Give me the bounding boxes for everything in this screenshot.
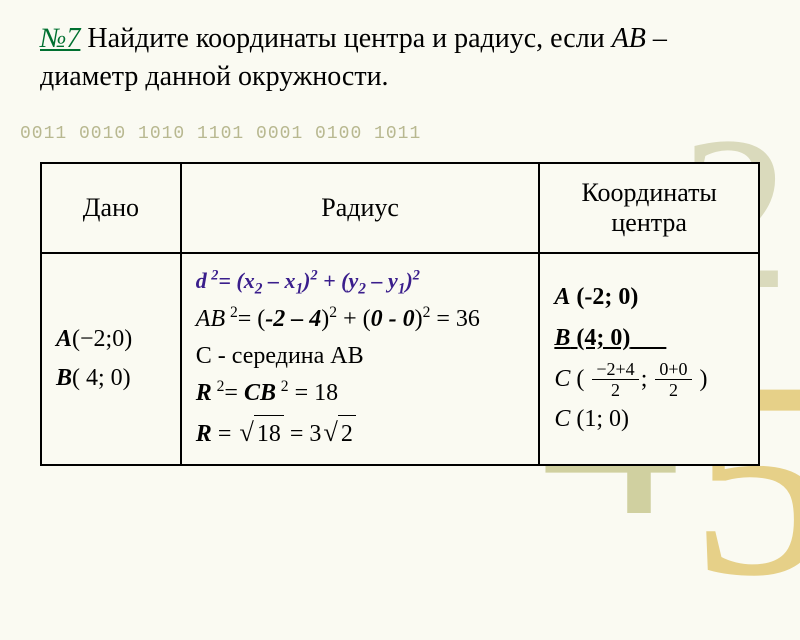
- binary-decoration: 0011 0010 1010 1101 0001 0100 1011: [20, 124, 760, 144]
- problem-number: №7: [40, 23, 80, 54]
- table-header-row: Дано Радиус Координаты центра: [41, 163, 759, 253]
- ab-calc: АВ 2= (-2 – 4)2 + (0 - 0)2 = 36: [196, 301, 525, 338]
- header-given: Дано: [41, 163, 181, 253]
- cell-radius: d 2= (x2 – x1)2 + (y2 – y1)2 АВ 2= (-2 –…: [181, 253, 540, 465]
- problem-statement: №7 Найдите координаты центра и радиус, е…: [40, 20, 760, 96]
- cell-center: A (-2; 0) B (4; 0) C ( −2+42; 0+02 ) C (…: [539, 253, 759, 465]
- center-calc: C ( −2+42; 0+02 ): [554, 359, 744, 400]
- r-squared: R 2= СВ 2 = 18: [196, 375, 525, 412]
- distance-formula: d 2= (x2 – x1)2 + (y2 – y1)2: [196, 264, 525, 301]
- table-data-row: А(−2;0) В( 4; 0) d 2= (x2 – x1)2 + (y2 –…: [41, 253, 759, 465]
- header-radius: Радиус: [181, 163, 540, 253]
- slide-content: №7 Найдите координаты центра и радиус, е…: [0, 0, 800, 486]
- cell-given: А(−2;0) В( 4; 0): [41, 253, 181, 465]
- var-ab: АВ: [612, 23, 646, 54]
- midpoint-note: С - середина АВ: [196, 338, 525, 375]
- r-value: R = 18 = 32: [196, 412, 525, 453]
- solution-table: Дано Радиус Координаты центра А(−2;0) В(…: [40, 162, 760, 466]
- header-center: Координаты центра: [539, 163, 759, 253]
